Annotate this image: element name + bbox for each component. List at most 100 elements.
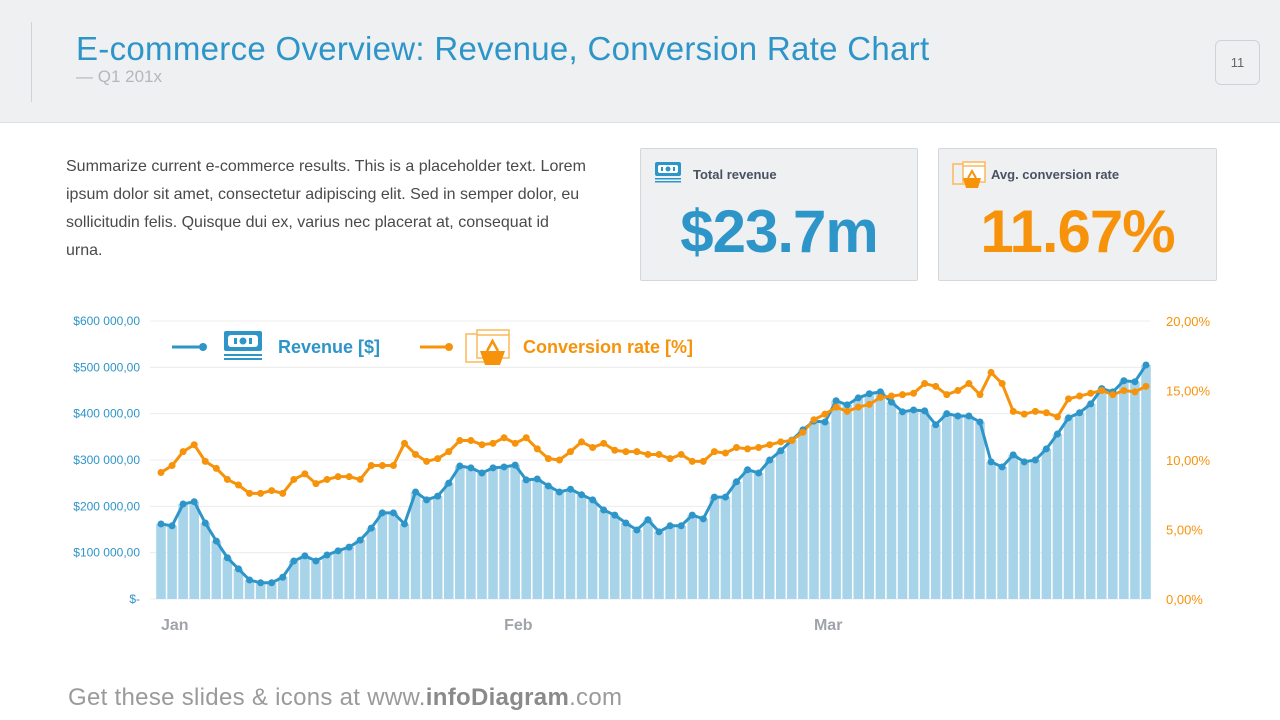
kpi-label: Total revenue <box>693 167 777 182</box>
conversion-point <box>234 481 242 489</box>
revenue-point <box>212 537 220 545</box>
footer-prefix: Get these slides & icons at www. <box>68 684 426 711</box>
conversion-point <box>766 441 774 449</box>
conversion-point <box>876 393 884 401</box>
revenue-point <box>367 524 375 532</box>
revenue-point <box>954 412 962 420</box>
revenue-bar <box>277 577 288 599</box>
summary-text: Summarize current e-commerce results. Th… <box>66 158 586 259</box>
revenue-bar <box>587 499 598 599</box>
revenue-point <box>1031 456 1039 464</box>
conversion-point <box>589 443 597 451</box>
conversion-point <box>744 445 752 453</box>
kpi-avg-conversion: Avg. conversion rate 11.67% <box>938 148 1217 281</box>
revenue-bar <box>355 540 365 599</box>
revenue-bar <box>488 467 498 599</box>
revenue-point <box>456 462 464 470</box>
y-right-tick-label: 10,00% <box>1166 453 1211 468</box>
conversion-point <box>854 403 862 411</box>
conversion-point <box>434 455 442 463</box>
revenue-bar <box>421 499 432 599</box>
conversion-point <box>1042 409 1050 417</box>
conversion-point <box>1076 392 1084 400</box>
revenue-bar <box>831 400 841 599</box>
conversion-point <box>1098 387 1106 394</box>
revenue-bar <box>1108 391 1118 599</box>
conversion-point <box>511 439 519 447</box>
conversion-point <box>1065 395 1073 403</box>
revenue-point <box>965 412 973 420</box>
revenue-point <box>987 458 995 466</box>
shopping-basket-window-icon <box>952 161 986 188</box>
conversion-point <box>290 475 298 483</box>
revenue-bar <box>875 391 886 599</box>
kpi-value: $23.7m <box>680 198 879 265</box>
revenue-point <box>1120 377 1128 385</box>
revenue-point <box>500 463 508 471</box>
revenue-bar <box>466 467 476 599</box>
conversion-point <box>356 475 364 483</box>
conversion-point <box>223 475 231 483</box>
conversion-point <box>1031 407 1039 415</box>
revenue-bar <box>565 489 576 599</box>
revenue-point <box>733 478 741 486</box>
revenue-point <box>843 401 851 409</box>
conversion-point <box>190 441 198 449</box>
revenue-point <box>655 528 663 536</box>
conversion-point <box>688 457 696 465</box>
conversion-point <box>622 448 630 456</box>
conversion-point <box>212 464 220 472</box>
revenue-bar <box>953 415 963 599</box>
y-left-tick-label: $100 000,00 <box>73 546 140 560</box>
y-right-tick-label: 0,00% <box>1166 592 1203 607</box>
revenue-point <box>887 398 895 406</box>
revenue-point <box>589 496 597 504</box>
kpi-total-revenue: Total revenue $23.7m <box>640 148 918 281</box>
conversion-point <box>611 446 619 454</box>
revenue-point <box>511 461 519 469</box>
y-left-tick-label: $600 000,00 <box>73 314 140 328</box>
revenue-bar <box>255 582 266 599</box>
revenue-point <box>699 515 707 523</box>
conversion-point <box>810 416 818 424</box>
revenue-bar <box>576 494 587 599</box>
revenue-bar <box>521 479 532 599</box>
y-left-tick-label: $300 000,00 <box>73 453 140 467</box>
y-right-tick-label: 5,00% <box>1166 523 1203 538</box>
revenue-bar <box>167 525 177 599</box>
conversion-point <box>666 455 674 463</box>
revenue-point <box>910 406 918 414</box>
conversion-point <box>998 380 1006 388</box>
conversion-point <box>367 462 375 470</box>
conversion-point <box>943 391 951 399</box>
conversion-point <box>279 489 287 497</box>
kpi-label: Avg. conversion rate <box>991 167 1120 182</box>
conversion-point <box>334 473 342 481</box>
y-left-tick-label: $200 000,00 <box>73 499 140 513</box>
revenue-bar <box>178 504 188 599</box>
revenue-point <box>179 500 187 508</box>
revenue-bar <box>1096 388 1107 599</box>
revenue-bar <box>289 561 299 599</box>
conversion-point <box>312 480 320 488</box>
revenue-bar <box>654 531 664 599</box>
conversion-point <box>555 456 563 464</box>
conversion-point <box>467 437 475 445</box>
conversion-point <box>799 428 807 436</box>
revenue-bar <box>543 485 554 599</box>
revenue-point <box>600 506 608 514</box>
conversion-point <box>301 470 309 478</box>
revenue-bar <box>211 541 222 599</box>
conversion-point <box>899 391 907 399</box>
revenue-bar <box>200 523 211 599</box>
revenue-bar <box>775 450 786 599</box>
revenue-point <box>290 557 298 565</box>
revenue-bar <box>798 429 808 599</box>
revenue-bar <box>388 512 399 599</box>
revenue-bar <box>698 518 709 599</box>
conversion-point <box>965 380 973 388</box>
conversion-point <box>456 437 464 445</box>
revenue-bar <box>864 393 875 599</box>
revenue-bar <box>443 483 454 599</box>
revenue-point <box>168 522 176 530</box>
